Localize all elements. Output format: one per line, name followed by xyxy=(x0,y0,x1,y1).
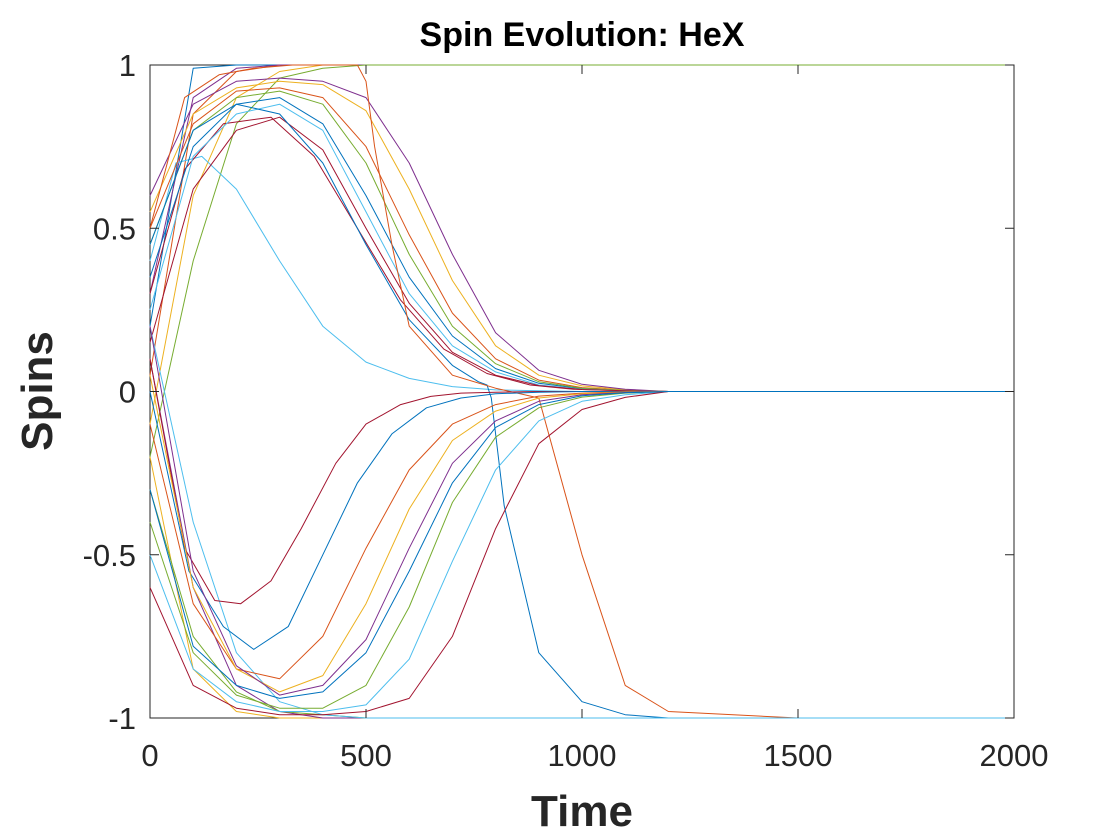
plot-area xyxy=(149,64,1015,719)
y-axis-label: Spins xyxy=(13,331,62,451)
y-tick-label: -0.5 xyxy=(83,538,136,573)
x-tick-label: 0 xyxy=(141,738,158,773)
x-tick-label: 1000 xyxy=(548,738,617,773)
y-tick-labels: -1 -0.5 0 0.5 1 xyxy=(83,48,136,736)
series-line-20 xyxy=(149,326,1014,719)
x-tick-label: 1500 xyxy=(764,738,833,773)
series-layer xyxy=(149,64,1014,719)
series-line-29 xyxy=(149,391,1014,699)
series-line-15 xyxy=(149,103,1014,719)
y-tick-label: 0 xyxy=(119,375,136,410)
x-tick-label: 500 xyxy=(340,738,392,773)
x-tick-labels: 0 500 1000 1500 2000 xyxy=(141,738,1048,773)
x-axis-label: Time xyxy=(531,787,633,836)
chart-title: Spin Evolution: HeX xyxy=(420,16,745,54)
y-tick-label: 0.5 xyxy=(93,211,136,246)
x-tick-label: 2000 xyxy=(980,738,1049,773)
series-line-16 xyxy=(149,64,1014,719)
y-tick-label: -1 xyxy=(108,701,136,736)
series-line-28 xyxy=(149,391,1014,716)
tick-marks xyxy=(149,64,1015,719)
series-line-5 xyxy=(149,64,1014,457)
y-tick-label: 1 xyxy=(119,48,136,83)
series-line-27 xyxy=(149,391,1014,712)
